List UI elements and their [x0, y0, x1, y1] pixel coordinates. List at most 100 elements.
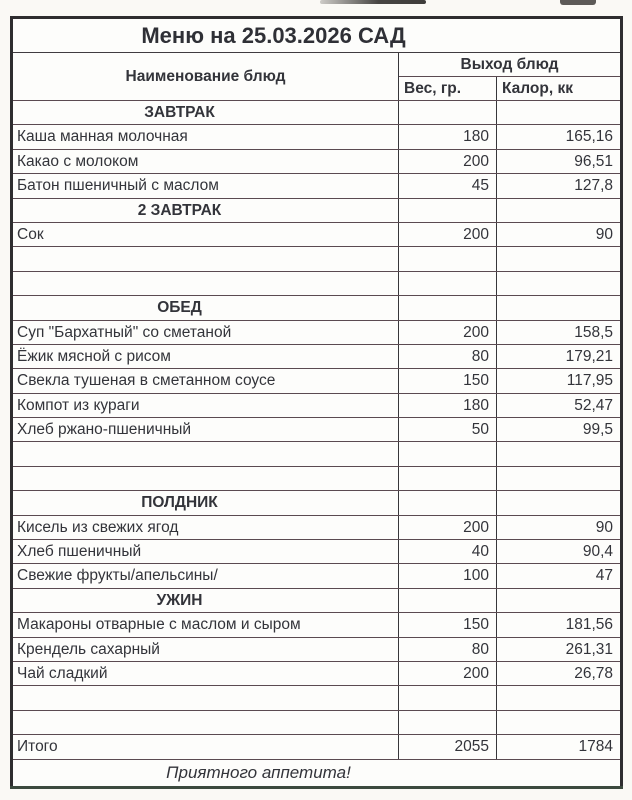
calories-cell: 90,4	[495, 539, 623, 565]
calories-cell: 181,56	[495, 612, 623, 638]
weight-cell	[398, 685, 497, 711]
dish-name-cell: ПОЛДНИК	[11, 490, 399, 516]
dish-name-cell: Какао с молоком	[11, 148, 399, 175]
table-row: Кисель из свежих ягод 200 90	[11, 514, 623, 541]
dish-name-cell: Суп "Бархатный" со сметаной	[11, 319, 399, 345]
calories-cell	[495, 441, 623, 467]
dish-name-cell: Свежие фрукты/апельсины/	[11, 563, 399, 589]
dish-name-cell: УЖИН	[11, 587, 399, 614]
dish-name-cell: Каша манная молочная	[11, 124, 399, 150]
dish-name-cell: Макароны отварные с маслом и сыром	[11, 612, 399, 638]
table-row	[11, 270, 623, 297]
footer-message: Приятного аппетита!	[10, 758, 623, 788]
calories-cell	[495, 587, 623, 614]
calories-cell: 127,8	[495, 173, 623, 199]
table-row: Хлеб пшеничный 40 90,4	[11, 539, 623, 565]
weight-cell	[398, 465, 497, 492]
dish-name-cell: ОБЕД	[11, 295, 399, 321]
calories-cell	[495, 295, 623, 321]
dish-name-cell: Кисель из свежих ягод	[11, 514, 399, 541]
table-row: 2 ЗАВТРАК	[11, 197, 623, 223]
column-header-calories: Калор, кк	[495, 76, 623, 101]
calories-cell	[495, 246, 623, 272]
weight-cell	[398, 246, 497, 272]
calories-cell	[495, 99, 623, 126]
calories-cell	[495, 197, 623, 223]
calories-cell: 26,78	[495, 660, 623, 687]
table-row: Батон пшеничный с маслом 45 127,8	[11, 173, 623, 199]
weight-cell	[398, 197, 497, 223]
calories-cell: 90	[495, 221, 623, 248]
table-row: Каша манная молочная 180 165,16	[11, 124, 623, 150]
weight-cell: 200	[398, 660, 497, 687]
column-header-output-group: Выход блюд	[397, 52, 623, 77]
menu-table: Меню на 25.03.2026 САД Наименование блюд…	[10, 16, 624, 789]
table-row: Хлеб ржано-пшеничный 50 99,5	[11, 417, 623, 443]
table-row: УЖИН	[11, 587, 623, 614]
table-row	[11, 441, 623, 467]
weight-cell: 200	[398, 148, 497, 175]
table-row: Компот из кураги 180 52,47	[11, 392, 623, 419]
weight-cell: 180	[398, 392, 497, 419]
dish-name-cell: Сок	[11, 221, 399, 248]
table-row: Свежие фрукты/апельсины/ 100 47	[11, 563, 623, 589]
scan-artifact-dash	[560, 0, 596, 5]
weight-cell: 200	[398, 319, 497, 345]
dish-name-cell	[11, 465, 399, 492]
calories-cell: 90	[495, 514, 623, 541]
column-header-dish-name: Наименование блюд	[11, 52, 399, 101]
dish-name-cell: Хлеб ржано-пшеничный	[11, 417, 399, 443]
calories-cell	[495, 685, 623, 711]
weight-cell: 45	[398, 173, 497, 199]
calories-cell: 99,5	[495, 417, 623, 443]
weight-cell	[398, 270, 497, 297]
table-row	[11, 246, 623, 272]
weight-cell	[398, 709, 497, 736]
table-row	[11, 465, 623, 492]
calories-cell	[495, 270, 623, 297]
calories-cell	[495, 490, 623, 516]
column-header-weight: Вес, гр.	[398, 76, 497, 101]
calories-cell: 158,5	[495, 319, 623, 345]
dish-name-cell	[11, 441, 399, 467]
weight-cell: 150	[398, 368, 497, 394]
calories-cell: 1784	[495, 734, 623, 760]
dish-name-cell	[11, 685, 399, 711]
table-row: Какао с молоком 200 96,51	[11, 148, 623, 175]
weight-cell: 80	[398, 636, 497, 662]
dish-name-cell	[11, 270, 399, 297]
dish-name-cell: Свекла тушеная в сметанном соусе	[11, 368, 399, 394]
calories-cell: 96,51	[495, 148, 623, 175]
table-row: Свекла тушеная в сметанном соусе 150 117…	[11, 368, 623, 394]
table-row: ЗАВТРАК	[11, 99, 623, 126]
calories-cell: 165,16	[495, 124, 623, 150]
dish-name-cell	[11, 246, 399, 272]
table-row: Ёжик мясной с рисом 80 179,21	[11, 343, 623, 370]
dish-name-cell: 2 ЗАВТРАК	[11, 197, 399, 223]
weight-cell: 50	[398, 417, 497, 443]
dish-name-cell: Батон пшеничный с маслом	[11, 173, 399, 199]
table-row	[11, 685, 623, 711]
dish-name-cell: Компот из кураги	[11, 392, 399, 419]
weight-cell: 2055	[398, 734, 497, 760]
table-row	[11, 709, 623, 736]
dish-name-cell	[11, 709, 399, 736]
dish-name-cell: ЗАВТРАК	[11, 99, 399, 126]
table-row: Сок 200 90	[11, 221, 623, 248]
weight-cell	[398, 490, 497, 516]
weight-cell: 150	[398, 612, 497, 638]
calories-cell: 52,47	[495, 392, 623, 419]
weight-cell: 180	[398, 124, 497, 150]
dish-name-cell: Крендель сахарный	[11, 636, 399, 662]
weight-cell: 100	[398, 563, 497, 589]
dish-name-cell: Ёжик мясной с рисом	[11, 343, 399, 370]
menu-rows: ЗАВТРАК Каша манная молочная 180 165,16 …	[11, 99, 623, 760]
table-row: Чай сладкий 200 26,78	[11, 660, 623, 687]
calories-cell: 117,95	[495, 368, 623, 394]
weight-cell	[398, 441, 497, 467]
weight-cell	[398, 295, 497, 321]
table-row: Наименование блюд Выход блюд	[11, 52, 623, 101]
dish-name-cell: Итого	[11, 734, 399, 760]
table-row: Крендель сахарный 80 261,31	[11, 636, 623, 662]
